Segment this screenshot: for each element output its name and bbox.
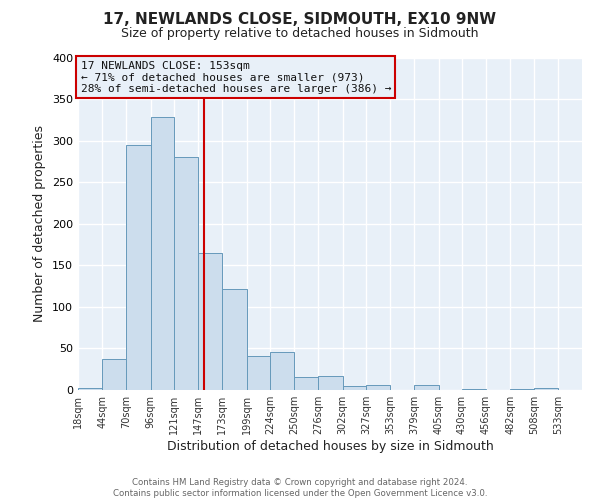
Bar [319, 376, 343, 390]
Bar [462, 389, 486, 390]
Bar [366, 385, 390, 390]
X-axis label: Distribution of detached houses by size in Sidmouth: Distribution of detached houses by size … [167, 440, 493, 453]
Bar [223, 288, 247, 390]
Bar [102, 359, 127, 390]
Bar [174, 157, 198, 390]
Bar [343, 386, 366, 390]
Text: Size of property relative to detached houses in Sidmouth: Size of property relative to detached ho… [121, 28, 479, 40]
Bar [127, 145, 151, 390]
Bar [270, 352, 294, 390]
Bar [294, 376, 319, 390]
Bar [247, 356, 270, 390]
Bar [510, 389, 535, 390]
Bar [198, 253, 223, 390]
Text: 17 NEWLANDS CLOSE: 153sqm
← 71% of detached houses are smaller (973)
28% of semi: 17 NEWLANDS CLOSE: 153sqm ← 71% of detac… [80, 61, 391, 94]
Bar [151, 118, 174, 390]
Bar [415, 385, 439, 390]
Y-axis label: Number of detached properties: Number of detached properties [34, 125, 46, 322]
Text: Contains HM Land Registry data © Crown copyright and database right 2024.
Contai: Contains HM Land Registry data © Crown c… [113, 478, 487, 498]
Bar [78, 388, 102, 390]
Text: 17, NEWLANDS CLOSE, SIDMOUTH, EX10 9NW: 17, NEWLANDS CLOSE, SIDMOUTH, EX10 9NW [103, 12, 497, 28]
Bar [535, 388, 558, 390]
